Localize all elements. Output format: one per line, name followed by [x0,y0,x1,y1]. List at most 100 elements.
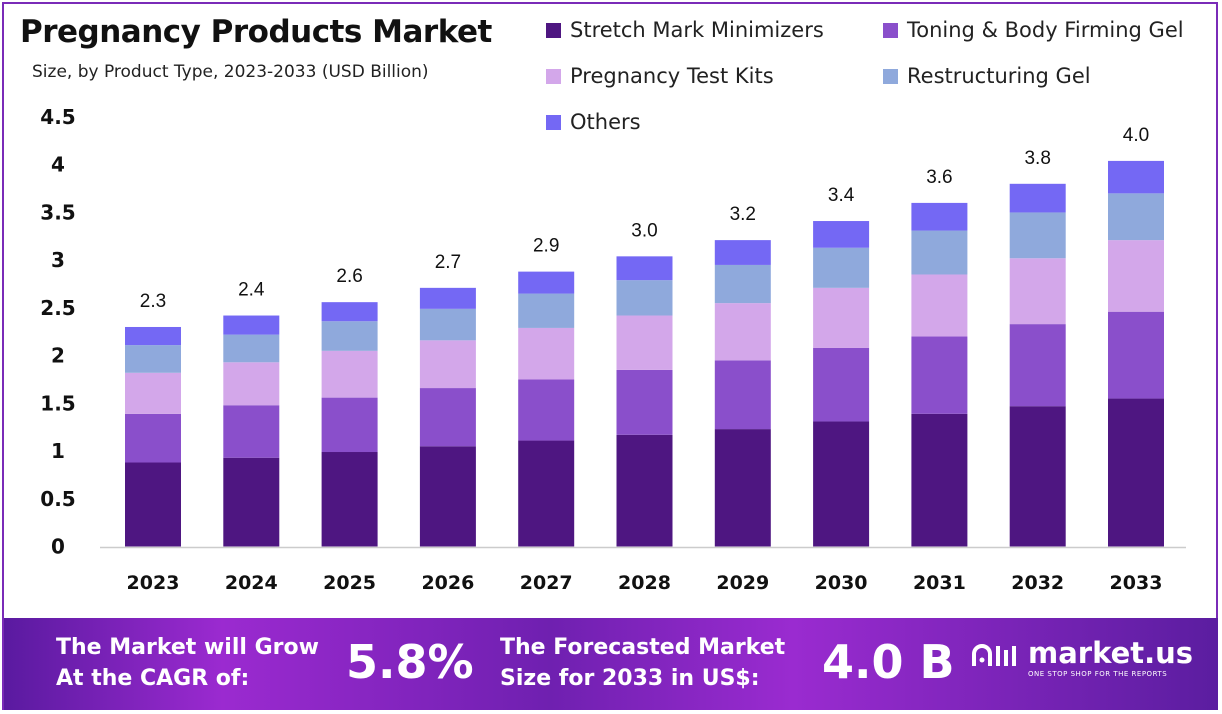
bar-segment [1009,258,1066,325]
total-data-label: 2.9 [533,236,559,257]
forecast-label: The Forecasted Market Size for 2033 in US… [500,632,785,694]
bar-segment [518,379,575,441]
market-us-logo-icon [972,644,1016,666]
y-tick-label: 3.5 [40,200,75,224]
legend-label: Stretch Mark Minimizers [570,18,824,42]
legend-item: Pregnancy Test Kits [546,64,774,88]
x-tick-label: 2032 [1011,572,1064,594]
bar-segment [419,446,476,547]
chart-subtitle: Size, by Product Type, 2023-2033 (USD Bi… [32,62,429,82]
bar-segment [125,372,181,414]
bar-segment [813,221,870,248]
forecast-label-line: Size for 2033 in US$: [500,666,760,691]
total-data-label: 3.2 [730,204,756,225]
total-data-label: 3.0 [631,220,657,241]
bar-segment [616,315,673,370]
total-data-label: 2.3 [140,291,166,312]
cagr-label-line: The Market will Grow [56,635,319,660]
cagr-value: 5.8% [346,635,474,689]
bar-segment [911,202,968,231]
footer-banner: The Market will Grow At the CAGR of: 5.8%… [4,618,1218,710]
chart-title: Pregnancy Products Market [20,14,492,50]
bar-segment [714,240,771,265]
legend-swatch [883,22,898,38]
brand-logo: market.us ONE STOP SHOP FOR THE REPORTS [970,636,1193,678]
legend-swatch [883,68,898,84]
total-data-label: 2.7 [435,252,461,273]
legend-swatch [546,22,561,38]
x-tick-label: 2026 [421,572,474,594]
bar-segment [1009,212,1066,259]
y-tick-label: 2 [51,344,65,368]
total-data-label: 2.6 [336,266,362,287]
total-data-label: 3.4 [828,185,855,206]
bar-segment [813,421,870,547]
cagr-label-line: At the CAGR of: [56,666,250,691]
legend-item: Toning & Body Firming Gel [883,18,1184,42]
bar-segment [1009,183,1066,213]
bar-segment [518,440,575,547]
bar-segment [321,397,378,453]
legend-label: Others [570,110,641,134]
brand-name: market.us [1028,636,1194,670]
bar-segment [714,429,771,547]
y-tick-label: 1 [51,439,65,463]
bar-segment [1108,160,1164,194]
bar-segment [321,452,378,547]
bar-segment [714,264,771,304]
x-tick-label: 2027 [520,572,573,594]
bar-segment [321,321,378,351]
bar-segment [911,230,968,275]
bar-segment [911,274,968,337]
stacked-bar-chart: 0 0.5 1 1.5 2 2.5 3 3.5 4 4.5 2.3 2023 2.4 2024 2.6 202… [40,105,1186,594]
bar-segment [419,308,476,341]
legend-label: Pregnancy Test Kits [570,64,774,88]
legend-label: Toning & Body Firming Gel [907,18,1184,42]
bar-segment [518,293,575,328]
bar-segment [518,271,575,294]
x-tick-label: 2028 [618,572,671,594]
bar-segment [125,345,181,373]
x-tick-label: 2029 [716,572,769,594]
total-data-label: 4.0 [1123,125,1149,146]
bar-segment [518,327,575,380]
forecast-label-line: The Forecasted Market [500,635,786,660]
bar-segment [714,360,771,430]
bar-segment [223,334,280,363]
x-tick-label: 2030 [815,572,868,594]
bar-segment [321,302,378,322]
total-data-label: 2.4 [238,280,265,301]
bar-segment [911,413,968,547]
x-tick-label: 2033 [1110,572,1163,594]
legend: Stretch Mark Minimizers Toning & Body Fi… [546,18,1216,148]
y-tick-label: 0 [51,535,65,559]
x-tick-label: 2023 [127,572,180,594]
bar-segment [813,247,870,288]
total-data-label: 3.8 [1024,148,1050,169]
bar-segment [1009,406,1066,547]
forecast-value: 4.0 B [822,635,955,689]
bar-segment [223,405,280,458]
bar-segment [419,388,476,447]
bar-segment [419,287,476,309]
bar-segment [125,413,181,463]
legend-label: Restructuring Gel [907,64,1091,88]
bar-segment [616,256,673,281]
legend-swatch [546,68,561,84]
bar-segment [616,369,673,435]
bar-segment [714,303,771,361]
bar-segment [1108,311,1164,399]
x-tick-label: 2025 [323,572,376,594]
x-tick-label: 2024 [225,572,278,594]
bar-segment [125,326,181,346]
bar-segment [419,340,476,389]
legend-item: Others [546,110,641,134]
bar-segment [616,280,673,316]
bar-segment [1009,324,1066,407]
x-tick-label: 2031 [913,572,966,594]
bar-segment [125,462,181,547]
bar-segment [616,434,673,547]
bar-segment [223,457,280,547]
bar-segment [813,287,870,348]
y-tick-label: 1.5 [40,391,75,415]
